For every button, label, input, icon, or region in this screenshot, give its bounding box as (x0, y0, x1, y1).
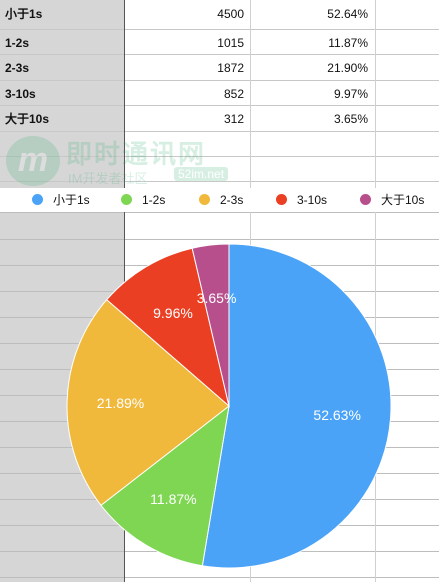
table-row: 1-2s 1015 11.87% (0, 29, 439, 58)
row-label[interactable]: 3-10s (5, 87, 36, 101)
row-percent[interactable]: 21.90% (327, 61, 368, 75)
legend-item: 1-2s (121, 188, 165, 212)
row-count[interactable]: 1872 (217, 61, 244, 75)
legend-item: 2-3s (199, 188, 243, 212)
legend-swatch (199, 194, 210, 206)
row-label[interactable]: 小于1s (5, 7, 43, 21)
watermark-subtitle: IM开发者社区 (68, 171, 148, 186)
row-label[interactable]: 大于10s (5, 112, 50, 126)
legend-label: 大于10s (381, 193, 425, 207)
row-count[interactable]: 4500 (217, 7, 244, 21)
row-count[interactable]: 852 (223, 87, 244, 101)
row-label[interactable]: 2-3s (5, 61, 30, 75)
pie-slice-label: 52.63% (313, 407, 360, 423)
table-row: 2-3s 1872 21.90% (0, 54, 439, 83)
pie-slice (66, 299, 230, 506)
pie-slice-label: 3.65% (197, 290, 237, 306)
legend-item: 3-10s (276, 188, 327, 212)
table-row: 3-10s 852 9.97% (0, 80, 439, 109)
watermark-logo: m 即时通讯网 IM开发者社区 52im.net (6, 134, 256, 194)
pie-slice-label: 21.89% (97, 395, 144, 411)
watermark-url: 52im.net (174, 167, 229, 181)
legend-label: 小于1s (53, 193, 90, 207)
row-percent[interactable]: 52.64% (327, 7, 368, 21)
row-count[interactable]: 312 (223, 112, 244, 126)
pie-slice (100, 404, 230, 567)
pie-slice (191, 243, 230, 407)
legend-item: 小于1s (32, 188, 90, 212)
legend-item: 大于10s (360, 188, 424, 212)
pie-slice-label: 11.87% (150, 491, 196, 507)
legend-label: 1-2s (142, 193, 166, 207)
table-row: 大于10s 312 3.65% (0, 105, 439, 134)
legend-swatch (360, 194, 371, 206)
table-row: 小于1s 4500 52.64% (0, 0, 439, 29)
legend-label: 2-3s (220, 193, 244, 207)
pie-slice-label: 9.96% (153, 305, 193, 321)
row-count[interactable]: 1015 (217, 36, 244, 50)
legend-swatch (276, 194, 287, 206)
row-percent[interactable]: 3.65% (333, 112, 368, 126)
row-label[interactable]: 1-2s (5, 36, 30, 50)
watermark-title: 即时通讯网 (66, 139, 207, 169)
pie-slice (106, 247, 230, 408)
chart-legend: 小于1s 1-2s 2-3s 3-10s 大于10s (0, 188, 439, 212)
row-percent[interactable]: 9.97% (333, 87, 368, 101)
legend-swatch (32, 194, 43, 206)
legend-label: 3-10s (297, 193, 328, 207)
watermark-logo-mark: m (6, 136, 60, 186)
pie-slice (201, 243, 392, 569)
row-percent[interactable]: 11.87% (328, 36, 368, 50)
legend-swatch (121, 194, 132, 206)
